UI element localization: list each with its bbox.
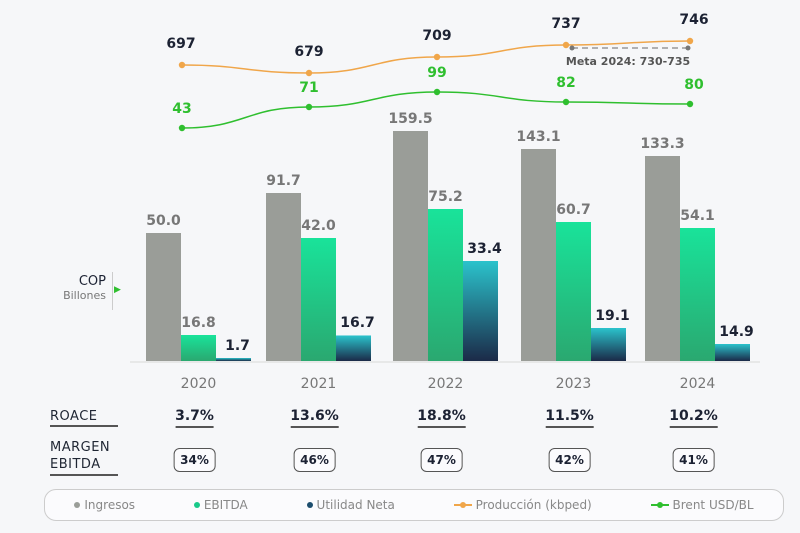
- bar-ebitda: [428, 209, 463, 361]
- bar-utilidad-neta: [591, 328, 626, 361]
- bar-ebitda: [556, 222, 591, 361]
- margen-ebitda-value: 46%: [293, 448, 336, 472]
- bar-value-label: 133.3: [640, 136, 685, 152]
- bar-ingresos: [146, 233, 181, 361]
- bar-value-label: 42.0: [301, 218, 336, 234]
- line-point: [178, 61, 186, 69]
- year-label: 2020: [180, 376, 217, 392]
- line-value-label: 697: [166, 36, 196, 52]
- legend-dot-icon: [193, 502, 200, 508]
- bar-ingresos: [266, 193, 301, 361]
- line-point: [686, 37, 694, 45]
- margen-label-2: EBITDA: [50, 457, 101, 472]
- margen-ebitda-value: 41%: [672, 448, 715, 472]
- legend: Ingresos EBITDA Utilidad Neta Producción…: [44, 489, 784, 521]
- margen-label-1: MARGEN: [50, 440, 111, 455]
- legend-label: Brent USD/BL: [672, 498, 754, 512]
- line-value-label: 80: [684, 77, 704, 93]
- bar-utilidad-neta: [463, 261, 498, 361]
- line-value-label: 43: [172, 101, 192, 117]
- line-point: [433, 88, 441, 96]
- bar-ingresos: [645, 156, 680, 361]
- line-value-label: 71: [299, 80, 319, 96]
- legend-dot-icon: [306, 502, 313, 508]
- legend-dot-icon: [74, 502, 81, 508]
- line-value-label: 709: [422, 28, 452, 44]
- bar-value-label: 91.7: [266, 173, 301, 189]
- bar-value-label: 159.5: [388, 111, 433, 127]
- arrow-right-icon: ▶: [114, 285, 121, 295]
- roace-value: 18.8%: [417, 408, 466, 428]
- unit-cop: COP: [78, 274, 106, 289]
- bar-utilidad-neta: [715, 344, 750, 361]
- legend-brent: Brent USD/BL: [650, 498, 754, 512]
- legend-label: Ingresos: [84, 498, 136, 512]
- legend-label: Utilidad Neta: [316, 498, 395, 512]
- legend-ingresos: Ingresos: [74, 498, 135, 512]
- unit-divider: [112, 272, 113, 310]
- bar-utilidad-neta: [216, 358, 251, 361]
- year-label: 2022: [427, 376, 464, 392]
- line-point: [305, 69, 313, 77]
- bar-ebitda: [181, 335, 216, 361]
- bar-value-label: 75.2: [428, 189, 463, 205]
- bar-ingresos: [521, 149, 556, 361]
- bar-value-label: 33.4: [467, 241, 502, 257]
- line-value-label: 737: [551, 16, 581, 32]
- legend-label: EBITDA: [203, 498, 248, 512]
- target-label: Meta 2024: 730-735: [565, 55, 691, 68]
- bar-value-label: 16.7: [340, 315, 375, 332]
- line-point: [686, 100, 694, 108]
- line-point: [433, 53, 441, 61]
- unit-billones: Billones: [63, 289, 106, 302]
- line-point: [305, 103, 313, 111]
- margen-ebitda-value: 34%: [173, 448, 216, 472]
- line-point: [562, 98, 570, 106]
- roace-value: 11.5%: [545, 408, 594, 428]
- bar-value-label: 60.7: [556, 202, 591, 218]
- roace-value: 10.2%: [669, 408, 718, 428]
- year-label: 2021: [300, 376, 337, 392]
- line-value-label: 746: [679, 12, 709, 28]
- bar-ebitda: [301, 238, 336, 361]
- year-label: 2024: [679, 376, 716, 392]
- bar-value-label: 19.1: [595, 308, 630, 324]
- bar-value-label: 16.8: [181, 315, 216, 331]
- bar-value-label: 50.0: [146, 213, 181, 229]
- legend-ebitda: EBITDA: [193, 498, 248, 512]
- margen-ebitda-value: 42%: [548, 448, 591, 472]
- bar-value-label: 54.1: [680, 208, 715, 224]
- line-value-label: 82: [556, 75, 576, 91]
- roace-label: ROACE: [50, 409, 118, 427]
- legend-produccion: Producción (kbped): [453, 498, 592, 512]
- line-brent: [181, 91, 691, 129]
- legend-line-icon: [650, 502, 669, 508]
- year-label: 2023: [555, 376, 592, 392]
- bar-value-label: 143.1: [516, 129, 561, 145]
- line-value-label: 679: [294, 44, 324, 60]
- bar-value-label: 1.7: [225, 338, 250, 354]
- line-value-label: 99: [427, 65, 447, 81]
- legend-line-icon: [453, 502, 472, 508]
- bar-utilidad-neta: [336, 335, 371, 361]
- bar-ebitda: [680, 228, 715, 361]
- legend-utilidad: Utilidad Neta: [306, 498, 395, 512]
- roace-value: 13.6%: [290, 408, 339, 428]
- legend-label: Producción (kbped): [475, 498, 592, 512]
- roace-value: 3.7%: [175, 408, 214, 428]
- target-point: [685, 45, 691, 51]
- line-point: [178, 124, 186, 132]
- target-point: [569, 45, 575, 51]
- bar-ingresos: [393, 131, 428, 361]
- margen-label: MARGEN EBITDA: [50, 439, 118, 476]
- line-point: [562, 41, 570, 49]
- bar-value-label: 14.9: [719, 324, 754, 340]
- unit-label: COP: [70, 274, 106, 289]
- margen-ebitda-value: 47%: [420, 448, 463, 472]
